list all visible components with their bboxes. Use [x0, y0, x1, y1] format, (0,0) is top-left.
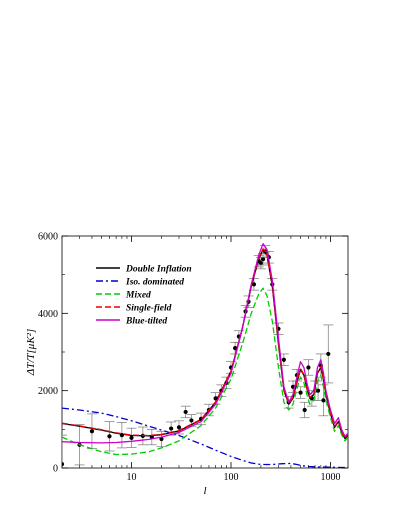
- axis-ticks-layer: 0 2000 4000 6000 10 100 1000: [38, 232, 348, 483]
- data-point: [104, 421, 115, 452]
- legend-label: Mixed: [125, 291, 151, 301]
- data-point-marker: [326, 351, 331, 357]
- data-point-marker: [315, 388, 321, 393]
- y-tick-label: 2000: [38, 386, 58, 397]
- data-points-layer: [62, 245, 334, 468]
- data-point: [313, 380, 324, 401]
- data-point-marker: [183, 409, 188, 415]
- legend: Double Inflation Iso. dominated Mixed Singl…: [96, 265, 192, 327]
- data-point-marker: [233, 346, 238, 351]
- data-point-marker: [321, 398, 326, 403]
- data-point-marker: [169, 426, 174, 431]
- y-axis-label: ΔT/T[μK²]: [25, 329, 37, 376]
- y-tick-label: 4000: [38, 309, 58, 320]
- data-point: [299, 401, 310, 419]
- data-point: [295, 386, 306, 399]
- data-point-marker: [129, 435, 134, 440]
- data-point: [86, 413, 97, 450]
- legend-label: Iso. dominated: [125, 278, 184, 288]
- data-point-marker: [107, 434, 112, 439]
- series-line-2: [62, 287, 348, 456]
- data-point-marker: [176, 425, 182, 430]
- legend-label: Single-field: [126, 304, 172, 314]
- data-point-marker: [306, 365, 311, 370]
- y-tick-label: 0: [53, 464, 58, 475]
- x-axis-label: l: [203, 485, 206, 497]
- series-lines-layer: [62, 243, 348, 468]
- data-point-marker: [298, 390, 303, 395]
- data-point-marker: [258, 260, 264, 266]
- legend-label: Blue-tilted: [125, 317, 167, 327]
- data-point-marker: [62, 462, 65, 467]
- y-tick-label: 6000: [38, 232, 58, 243]
- series-line-4: [62, 243, 348, 444]
- series-line-3: [62, 248, 348, 439]
- data-point: [62, 434, 67, 468]
- data-point-marker: [281, 357, 286, 362]
- data-point-marker: [260, 257, 266, 262]
- series-line-1: [62, 407, 348, 468]
- data-point: [146, 428, 157, 446]
- data-point-marker: [251, 282, 257, 287]
- data-point-marker: [189, 418, 194, 423]
- data-point: [323, 324, 334, 384]
- x-tick-label: 100: [224, 472, 239, 483]
- legend-label: Double Inflation: [125, 265, 192, 275]
- data-point-marker: [302, 407, 307, 413]
- plot-frame: [61, 235, 349, 469]
- data-point: [180, 405, 191, 419]
- data-point: [126, 427, 137, 448]
- x-tick-label: 1000: [320, 472, 340, 483]
- x-tick-label: 10: [127, 472, 137, 483]
- data-point-marker: [89, 429, 95, 434]
